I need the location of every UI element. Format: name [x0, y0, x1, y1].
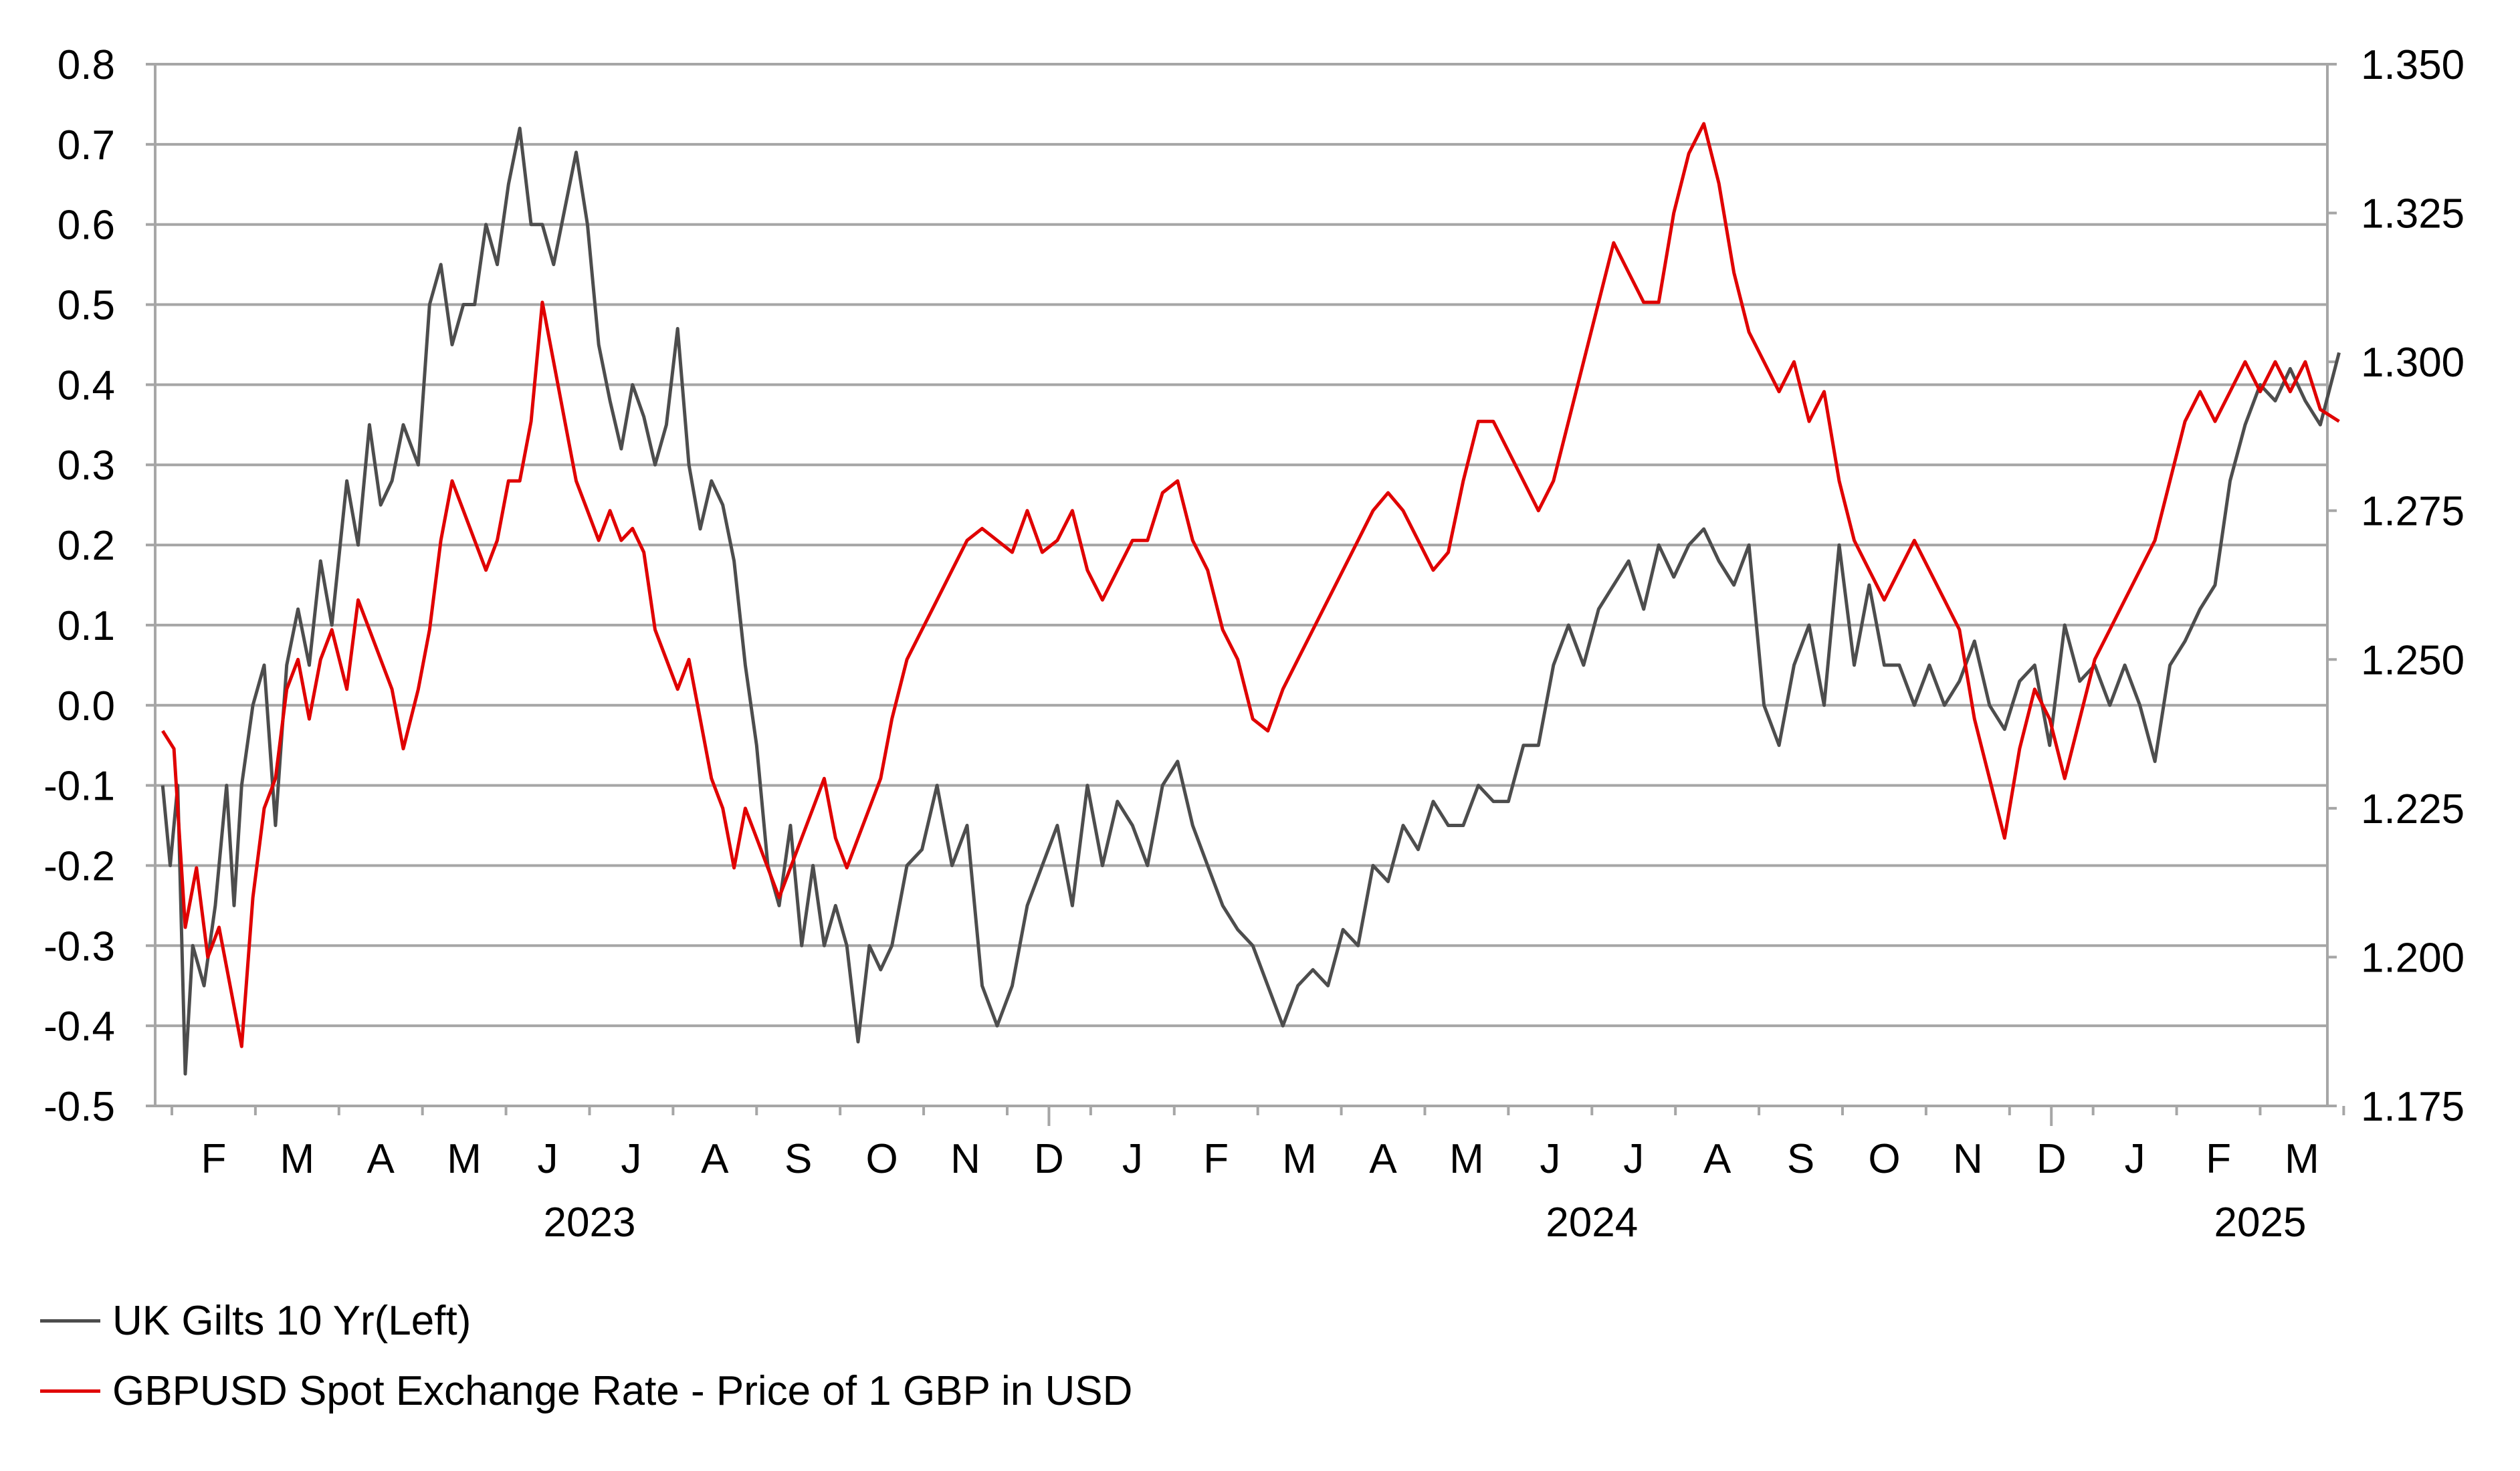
right-tick-label: 1.250	[2361, 637, 2464, 683]
right-tick-label: 1.200	[2361, 935, 2464, 981]
left-tick-label: 0.7	[58, 122, 115, 168]
right-tick-label: 1.325	[2361, 191, 2464, 237]
left-tick-label: 0.1	[58, 603, 115, 649]
month-label: N	[950, 1136, 980, 1182]
month-label: J	[621, 1136, 641, 1182]
legend-entry-gbpusd: GBPUSD Spot Exchange Rate - Price of 1 G…	[40, 1367, 1132, 1415]
right-tick-label: 1.225	[2361, 786, 2464, 832]
left-tick-label: 0.5	[58, 283, 115, 329]
gilts-10yr-line	[161, 126, 2341, 1076]
left-tick-label: 0.0	[58, 683, 115, 729]
left-tick-label: 0.8	[58, 42, 115, 88]
left-tick-label: -0.3	[43, 923, 115, 970]
month-label: D	[2036, 1136, 2067, 1182]
month-label: A	[1703, 1136, 1731, 1182]
month-label: S	[784, 1136, 812, 1182]
legend-label-gbpusd: GBPUSD Spot Exchange Rate - Price of 1 G…	[112, 1368, 1133, 1414]
right-tick-label: 1.350	[2361, 42, 2464, 88]
gbpusd-line-swatch	[40, 1389, 100, 1393]
left-tick-label: 0.6	[58, 203, 115, 249]
month-label: J	[538, 1136, 558, 1182]
month-label: F	[201, 1136, 226, 1182]
left-tick-label: -0.2	[43, 843, 115, 889]
left-tick-label: -0.1	[43, 764, 115, 810]
gilts-line-swatch	[40, 1319, 100, 1323]
legend-label-gilts: UK Gilts 10 Yr(Left)	[112, 1298, 471, 1344]
left-tick-label: -0.5	[43, 1084, 115, 1130]
month-label: A	[701, 1136, 729, 1182]
legend-entry-gilts: UK Gilts 10 Yr(Left)	[40, 1297, 471, 1345]
left-tick-label: -0.4	[43, 1004, 115, 1050]
month-label: A	[1369, 1136, 1397, 1182]
month-label: M	[2285, 1136, 2319, 1182]
month-label: N	[1953, 1136, 1983, 1182]
month-label: M	[447, 1136, 482, 1182]
gridlines	[155, 63, 2327, 1107]
month-label: M	[1282, 1136, 1317, 1182]
month-label: A	[367, 1136, 395, 1182]
gbpusd-line	[161, 122, 2340, 1048]
left-tick-label: 0.4	[58, 362, 115, 409]
month-label: J	[2125, 1136, 2145, 1182]
year-label: 2023	[544, 1200, 636, 1246]
year-label: 2025	[2214, 1200, 2307, 1246]
left-tick-label: 0.3	[58, 443, 115, 489]
right-tick-label: 1.275	[2361, 489, 2464, 535]
right-tick-label: 1.175	[2361, 1084, 2464, 1130]
month-label: S	[1787, 1136, 1814, 1182]
left-tick-label: 0.2	[58, 523, 115, 569]
month-label: M	[1449, 1136, 1484, 1182]
tick-labels: -0.5 -0.4 -0.3 -0.2 -0.1 0.0 0.1 0.2 0.3 0.4 0.5 0.…	[43, 42, 2464, 1246]
month-label: F	[1203, 1136, 1229, 1182]
right-tick-label: 1.300	[2361, 340, 2464, 386]
month-label: J	[1122, 1136, 1143, 1182]
month-label: J	[1540, 1136, 1560, 1182]
axes	[146, 63, 2345, 1126]
month-label: D	[1034, 1136, 1064, 1182]
year-label: 2024	[1546, 1200, 1638, 1246]
month-label: J	[1623, 1136, 1644, 1182]
month-label: M	[280, 1136, 315, 1182]
month-label: O	[1868, 1136, 1900, 1182]
month-label: F	[2206, 1136, 2231, 1182]
month-label: O	[866, 1136, 898, 1182]
series-lines	[161, 122, 2341, 1076]
